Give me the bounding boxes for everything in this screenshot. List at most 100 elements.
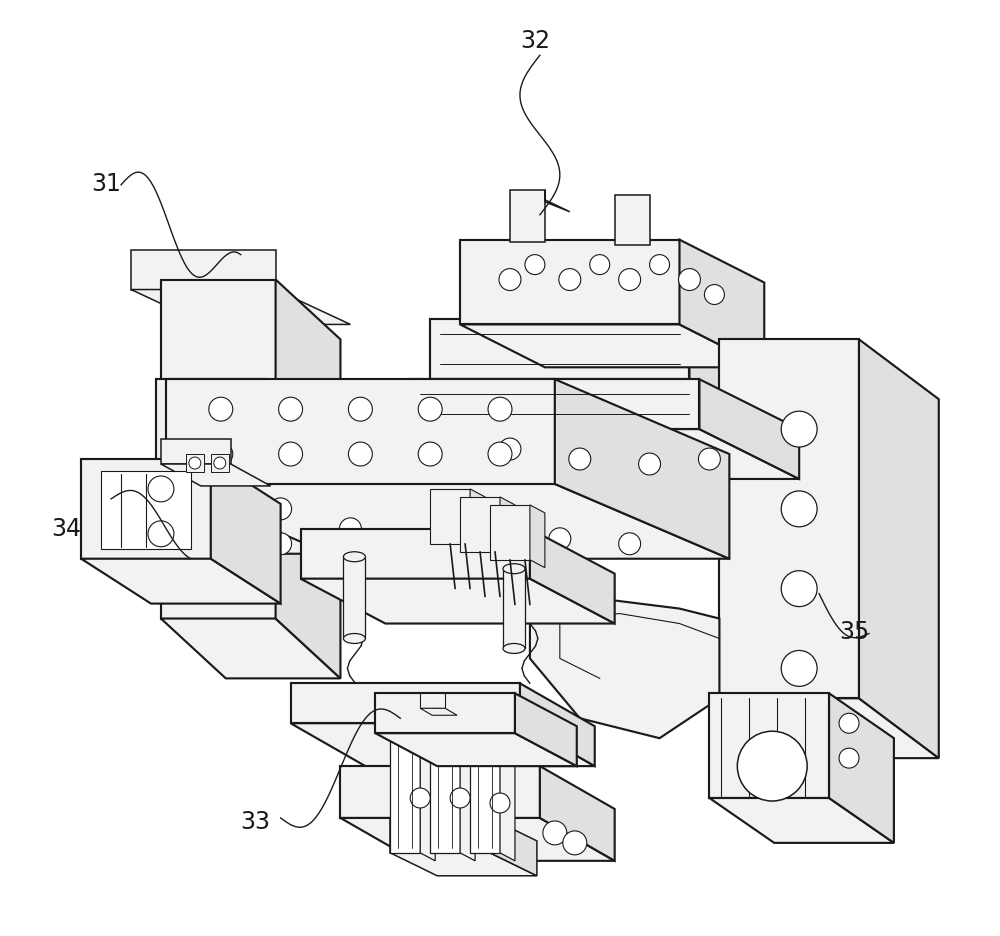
Circle shape [410, 788, 430, 808]
Polygon shape [81, 559, 281, 604]
Polygon shape [161, 619, 340, 679]
Polygon shape [410, 430, 799, 479]
Circle shape [438, 507, 482, 551]
Circle shape [563, 831, 587, 855]
Polygon shape [131, 251, 276, 290]
Circle shape [214, 458, 226, 470]
Polygon shape [709, 694, 829, 798]
Text: 33: 33 [241, 809, 271, 833]
Circle shape [704, 285, 724, 305]
Circle shape [650, 256, 670, 275]
Polygon shape [500, 698, 515, 861]
Polygon shape [340, 767, 540, 818]
Polygon shape [375, 734, 577, 767]
Circle shape [639, 454, 661, 475]
Polygon shape [530, 529, 615, 624]
Polygon shape [101, 472, 191, 549]
Circle shape [193, 466, 229, 503]
Circle shape [148, 476, 174, 503]
Polygon shape [500, 497, 515, 560]
Circle shape [781, 571, 817, 607]
Polygon shape [420, 698, 435, 861]
Polygon shape [166, 380, 555, 485]
Ellipse shape [503, 644, 525, 653]
Polygon shape [301, 529, 530, 579]
Circle shape [619, 534, 641, 555]
Polygon shape [81, 460, 211, 559]
Polygon shape [520, 683, 595, 767]
Polygon shape [540, 767, 615, 861]
Circle shape [781, 651, 817, 687]
Polygon shape [343, 557, 365, 638]
Polygon shape [699, 380, 799, 479]
Circle shape [209, 443, 233, 466]
Polygon shape [211, 455, 229, 473]
Circle shape [348, 443, 372, 466]
Polygon shape [131, 290, 350, 325]
Text: 31: 31 [91, 171, 121, 196]
Polygon shape [490, 505, 530, 560]
Text: 32: 32 [520, 29, 550, 52]
Polygon shape [161, 440, 231, 464]
Polygon shape [859, 340, 939, 758]
Polygon shape [410, 380, 699, 430]
Circle shape [270, 498, 292, 520]
Circle shape [479, 513, 501, 535]
Circle shape [543, 821, 567, 845]
Circle shape [209, 398, 233, 422]
Polygon shape [390, 698, 420, 853]
Circle shape [279, 398, 303, 422]
Circle shape [559, 270, 581, 291]
Polygon shape [420, 694, 445, 709]
Polygon shape [430, 320, 689, 380]
Ellipse shape [343, 552, 365, 563]
Circle shape [148, 521, 174, 548]
Polygon shape [301, 579, 615, 624]
Polygon shape [430, 380, 769, 419]
Polygon shape [420, 709, 457, 715]
Polygon shape [689, 320, 769, 419]
Polygon shape [166, 485, 729, 559]
Polygon shape [186, 455, 204, 473]
Polygon shape [460, 497, 500, 552]
Circle shape [193, 422, 229, 458]
Circle shape [488, 398, 512, 422]
Polygon shape [503, 569, 525, 649]
Circle shape [781, 412, 817, 447]
Polygon shape [161, 280, 276, 619]
Polygon shape [515, 694, 577, 767]
Text: 34: 34 [51, 517, 81, 541]
Circle shape [490, 793, 510, 813]
Polygon shape [156, 380, 266, 509]
Circle shape [590, 256, 610, 275]
Polygon shape [460, 325, 764, 368]
Polygon shape [430, 490, 470, 544]
Circle shape [619, 270, 641, 291]
Polygon shape [291, 683, 520, 724]
Polygon shape [829, 694, 894, 843]
Polygon shape [680, 241, 764, 368]
Polygon shape [211, 460, 281, 604]
Polygon shape [545, 191, 570, 212]
Polygon shape [470, 490, 485, 552]
Polygon shape [530, 505, 545, 568]
Polygon shape [510, 191, 545, 242]
Circle shape [737, 731, 807, 801]
Circle shape [418, 443, 442, 466]
Ellipse shape [343, 634, 365, 644]
Ellipse shape [503, 564, 525, 574]
Polygon shape [460, 241, 680, 325]
Polygon shape [615, 196, 650, 245]
Circle shape [279, 443, 303, 466]
Polygon shape [430, 698, 460, 853]
Polygon shape [490, 818, 537, 876]
Polygon shape [470, 698, 500, 853]
Circle shape [549, 528, 571, 550]
Polygon shape [555, 380, 729, 559]
Polygon shape [460, 698, 475, 861]
Circle shape [348, 398, 372, 422]
Circle shape [488, 443, 512, 466]
Polygon shape [156, 509, 330, 554]
Circle shape [698, 448, 720, 471]
Polygon shape [719, 340, 859, 698]
